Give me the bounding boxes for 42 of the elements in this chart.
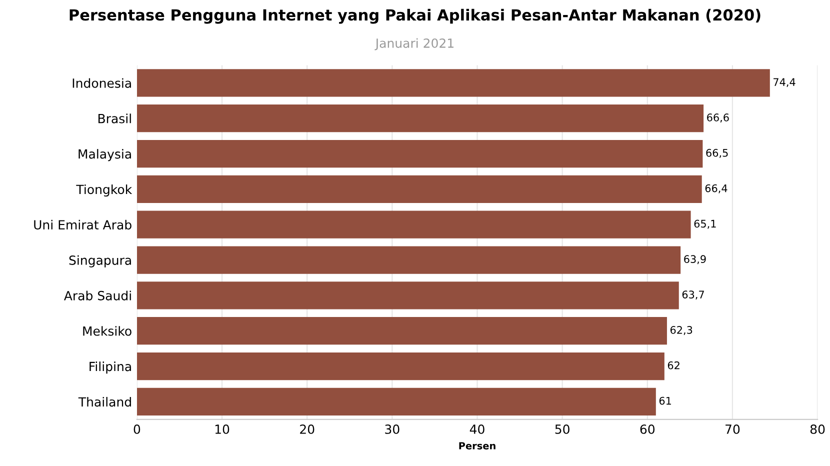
data-label: 62 bbox=[668, 361, 680, 370]
y-tick-label: Filipina bbox=[90, 362, 131, 374]
x-tick-label: 30 bbox=[385, 424, 400, 434]
y-tick-label: Malaysia bbox=[78, 149, 131, 162]
data-label: 62,3 bbox=[670, 326, 692, 335]
bar bbox=[136, 388, 656, 416]
y-tick-label: Brasil bbox=[98, 114, 131, 124]
x-tick-label: 80 bbox=[810, 424, 825, 434]
y-tick-label: Thailand bbox=[78, 396, 131, 407]
data-label: 63,9 bbox=[684, 255, 706, 264]
x-tick-label: 60 bbox=[640, 424, 655, 434]
data-label: 66,4 bbox=[705, 184, 728, 194]
x-tick-label: 20 bbox=[300, 424, 314, 434]
bar bbox=[136, 317, 667, 345]
data-label: 66,5 bbox=[706, 148, 728, 158]
y-tick-label: Meksiko bbox=[83, 326, 132, 336]
bar bbox=[136, 104, 704, 132]
bar bbox=[136, 352, 664, 380]
data-label: 61 bbox=[659, 396, 671, 405]
y-tick-label: Tiongkok bbox=[76, 184, 132, 197]
x-tick-label: 40 bbox=[470, 424, 484, 434]
x-tick-label: 0 bbox=[134, 424, 140, 434]
y-tick-label: Arab Saudi bbox=[64, 290, 131, 300]
data-label: 63,7 bbox=[682, 290, 704, 300]
bar bbox=[136, 140, 703, 168]
bar bbox=[136, 282, 679, 310]
y-tick-label: Uni Emirat Arab bbox=[34, 220, 132, 230]
bar bbox=[136, 175, 702, 204]
data-label: 65,1 bbox=[694, 220, 716, 229]
data-label: 74,4 bbox=[774, 78, 796, 88]
x-axis-title: Persen bbox=[459, 442, 496, 450]
data-label: 66,6 bbox=[707, 114, 729, 122]
bar bbox=[136, 210, 691, 238]
y-tick-label: Indonesia bbox=[72, 78, 131, 88]
x-tick-label: 10 bbox=[215, 424, 230, 434]
x-tick-label: 50 bbox=[555, 424, 570, 434]
x-tick-label: 70 bbox=[726, 424, 740, 434]
y-tick-label: Singapura bbox=[69, 255, 131, 268]
bar bbox=[136, 69, 770, 97]
chart-title: Persentase Pengguna Internet yang Pakai Aplikasi Pesan-Antar Makanan (2020) bbox=[70, 8, 760, 24]
bar bbox=[136, 246, 681, 274]
chart-subtitle: Januari 2021 bbox=[374, 38, 454, 50]
